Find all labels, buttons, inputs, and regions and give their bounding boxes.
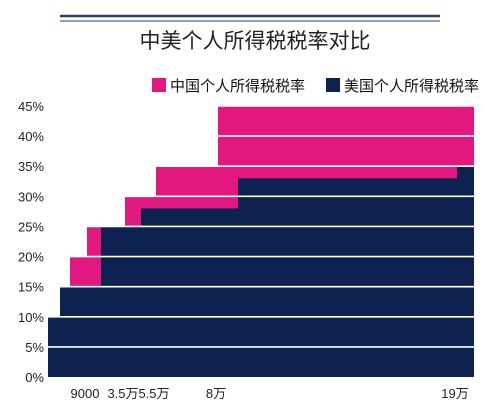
step-bar-usa-5 — [457, 166, 474, 377]
legend-label-china: 中国个人所得税税率 — [170, 78, 305, 95]
step-bar-usa-2 — [101, 226, 141, 377]
y-tick-label: 20% — [18, 250, 44, 265]
legend-swatch-china — [152, 78, 166, 92]
y-tick-label: 15% — [18, 280, 44, 295]
y-tick-label: 30% — [18, 189, 44, 204]
y-tick-label: 10% — [18, 310, 44, 325]
y-axis: 0% 5% 10% 15% 20% 25% 30% 35% 40% 45% — [18, 99, 44, 385]
y-tick-label: 40% — [18, 129, 44, 144]
x-tick-label: 9000 — [71, 386, 100, 401]
y-tick-label: 35% — [18, 159, 44, 174]
y-tick-label: 5% — [25, 340, 44, 355]
x-axis: 9000 3.5万 5.5万 8万 19万 — [71, 386, 469, 401]
y-tick-label: 25% — [18, 219, 44, 234]
legend-swatch-usa — [326, 78, 340, 92]
x-tick-label: 19万 — [441, 386, 468, 401]
step-bar-usa-4 — [238, 178, 457, 377]
x-tick-label: 3.5万 — [107, 386, 138, 401]
x-tick-label: 5.5万 — [138, 386, 169, 401]
y-tick-label: 0% — [25, 370, 44, 385]
x-tick-label: 8万 — [206, 386, 226, 401]
chart-title: 中美个人所得税税率对比 — [140, 30, 371, 53]
plot-area — [48, 105, 474, 377]
legend-label-usa: 美国个人所得税税率 — [344, 78, 479, 95]
y-tick-label: 45% — [18, 99, 44, 114]
step-bar-usa-3 — [141, 208, 238, 377]
step-bar-usa-1 — [60, 286, 101, 377]
legend: 中国个人所得税税率 美国个人所得税税率 — [152, 78, 479, 95]
